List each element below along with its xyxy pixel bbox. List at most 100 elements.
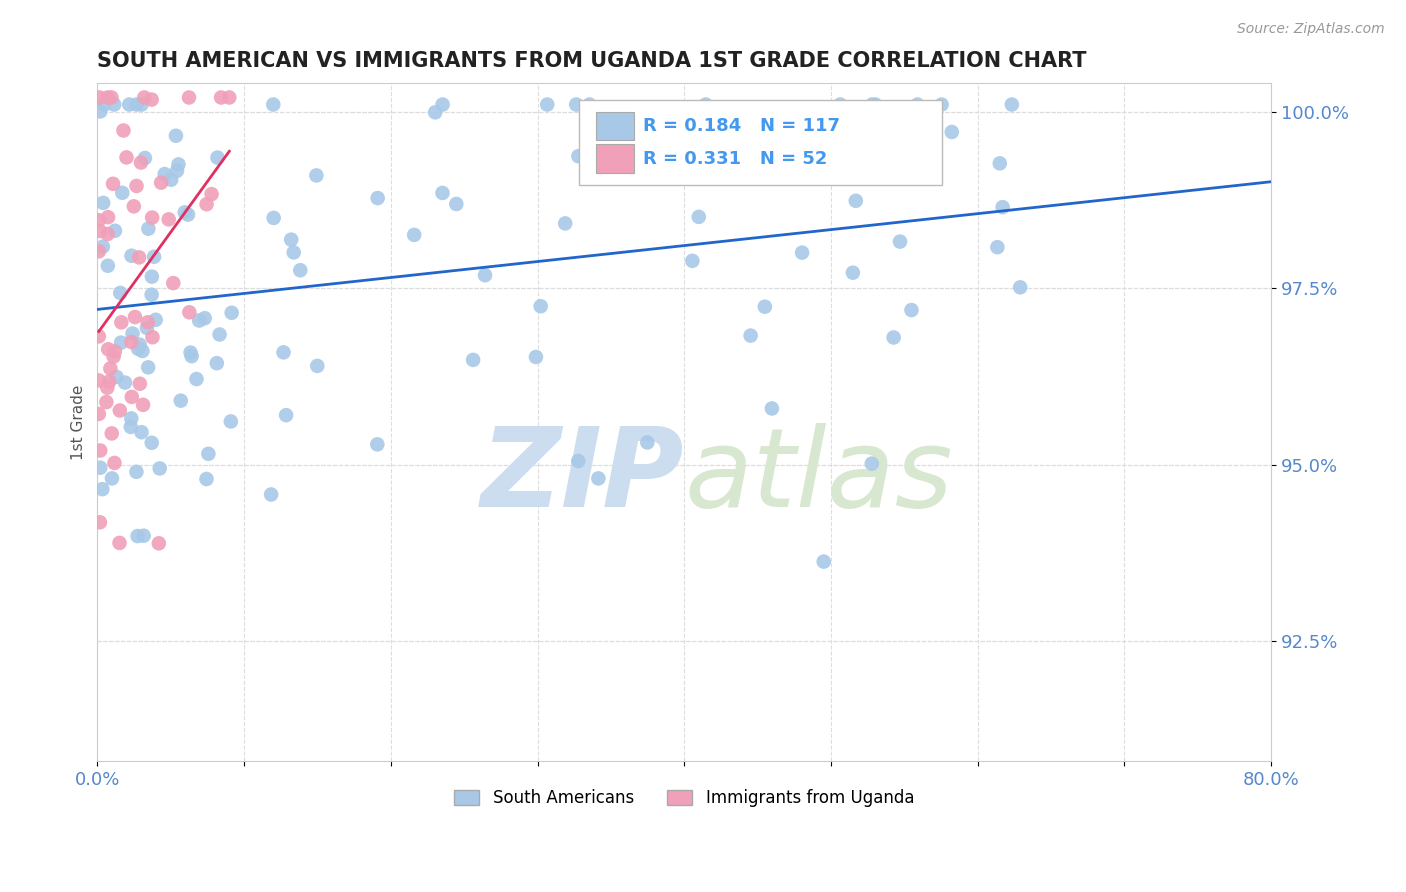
Point	[96, 395, 118, 409]
Point	[166, 163, 188, 178]
Text: SOUTH AMERICAN VS IMMIGRANTS FROM UGANDA 1ST GRADE CORRELATION CHART: SOUTH AMERICAN VS IMMIGRANTS FROM UGANDA…	[97, 51, 1087, 70]
Point	[89, 90, 111, 104]
Point	[813, 555, 835, 569]
Point	[110, 315, 132, 329]
Point	[200, 187, 222, 202]
Point	[205, 356, 228, 370]
Point	[129, 155, 152, 169]
Point	[89, 104, 111, 119]
Point	[186, 372, 208, 386]
Point	[195, 472, 218, 486]
FancyBboxPatch shape	[579, 100, 942, 185]
Point	[121, 249, 143, 263]
Point	[128, 337, 150, 351]
Point	[221, 306, 243, 320]
Point	[754, 300, 776, 314]
Point	[307, 359, 329, 373]
Point	[179, 305, 201, 319]
Point	[150, 176, 173, 190]
Point	[118, 97, 141, 112]
Point	[167, 157, 190, 171]
Point	[474, 268, 496, 283]
Point	[122, 199, 145, 213]
Point	[136, 360, 159, 375]
Point	[89, 443, 111, 458]
Point	[121, 326, 143, 341]
Point	[125, 97, 148, 112]
Point	[931, 97, 953, 112]
Point	[132, 529, 155, 543]
Point	[91, 195, 114, 210]
Point	[588, 471, 610, 485]
Point	[536, 97, 558, 112]
Point	[845, 194, 868, 208]
Point	[89, 516, 111, 530]
Text: R = 0.331   N = 52: R = 0.331 N = 52	[643, 150, 828, 168]
Point	[134, 151, 156, 165]
Point	[900, 303, 922, 318]
Point	[195, 197, 218, 211]
Point	[89, 460, 111, 475]
Point	[865, 97, 887, 112]
Point	[432, 97, 454, 112]
Point	[170, 393, 193, 408]
Point	[280, 233, 302, 247]
Point	[830, 97, 852, 112]
Point	[446, 197, 468, 211]
Point	[180, 345, 202, 359]
Point	[740, 328, 762, 343]
Point	[578, 97, 600, 112]
Point	[188, 313, 211, 327]
Point	[875, 171, 897, 186]
Point	[141, 269, 163, 284]
Text: Source: ZipAtlas.com: Source: ZipAtlas.com	[1237, 22, 1385, 37]
Text: R = 0.184   N = 117: R = 0.184 N = 117	[643, 117, 841, 135]
Point	[115, 150, 138, 164]
Point	[93, 97, 115, 112]
Point	[120, 334, 142, 349]
Point	[842, 266, 865, 280]
Point	[219, 415, 242, 429]
Point	[112, 123, 135, 137]
FancyBboxPatch shape	[596, 145, 634, 173]
Point	[87, 374, 110, 388]
Point	[567, 454, 589, 468]
Point	[124, 310, 146, 324]
Point	[145, 312, 167, 326]
Point	[695, 97, 717, 112]
Point	[180, 349, 202, 363]
Point	[941, 125, 963, 139]
Point	[87, 244, 110, 259]
Point	[194, 311, 217, 326]
Point	[108, 403, 131, 417]
Point	[134, 90, 156, 104]
Point	[98, 361, 121, 376]
Point	[197, 447, 219, 461]
Point	[103, 456, 125, 470]
Point	[141, 211, 163, 225]
Point	[135, 321, 157, 335]
Point	[988, 156, 1011, 170]
Point	[97, 227, 120, 241]
Point	[290, 263, 312, 277]
Point	[141, 93, 163, 107]
Point	[860, 97, 883, 112]
Point	[883, 330, 905, 344]
Point	[148, 536, 170, 550]
FancyBboxPatch shape	[596, 112, 634, 140]
Point	[636, 435, 658, 450]
Point	[138, 221, 160, 235]
Point	[97, 259, 120, 273]
Point	[889, 235, 911, 249]
Point	[165, 128, 187, 143]
Point	[790, 245, 813, 260]
Point	[114, 376, 136, 390]
Point	[121, 390, 143, 404]
Point	[1001, 97, 1024, 112]
Point	[127, 342, 149, 356]
Point	[91, 482, 114, 496]
Point	[91, 240, 114, 254]
Point	[565, 97, 588, 112]
Text: atlas: atlas	[685, 423, 953, 530]
Point	[141, 435, 163, 450]
